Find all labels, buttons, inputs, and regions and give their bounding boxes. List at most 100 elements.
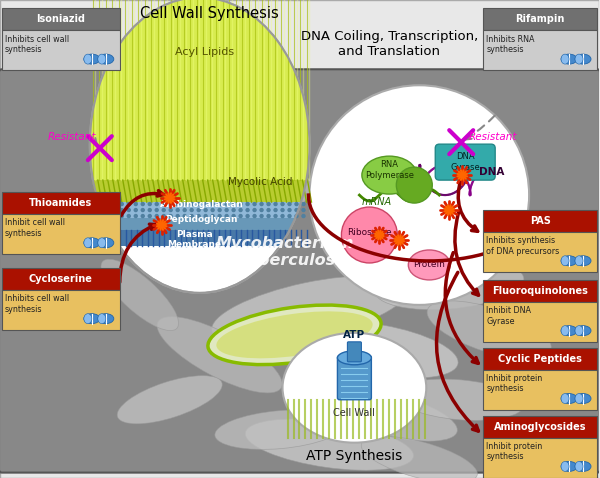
Circle shape xyxy=(217,202,222,206)
Ellipse shape xyxy=(98,238,106,248)
Ellipse shape xyxy=(561,461,577,471)
Text: Inhibits cell wall
synthesis: Inhibits cell wall synthesis xyxy=(5,294,69,314)
Circle shape xyxy=(266,202,271,206)
Circle shape xyxy=(127,208,131,212)
Text: RNA
Polymerase: RNA Polymerase xyxy=(365,161,414,180)
Ellipse shape xyxy=(561,54,577,64)
Circle shape xyxy=(176,202,180,206)
Ellipse shape xyxy=(98,54,114,64)
Text: Rifampin: Rifampin xyxy=(515,14,565,24)
Circle shape xyxy=(190,214,194,218)
Ellipse shape xyxy=(337,351,371,365)
Ellipse shape xyxy=(84,314,100,324)
Circle shape xyxy=(148,214,152,218)
Ellipse shape xyxy=(374,260,524,310)
Ellipse shape xyxy=(409,250,450,280)
Text: DNA Coiling, Transcription,
and Translation: DNA Coiling, Transcription, and Translat… xyxy=(301,30,478,58)
Ellipse shape xyxy=(561,54,569,64)
Ellipse shape xyxy=(84,238,92,248)
Circle shape xyxy=(92,214,96,218)
Ellipse shape xyxy=(361,436,478,478)
Ellipse shape xyxy=(98,238,114,248)
Ellipse shape xyxy=(561,326,569,336)
Text: Inhibits synthesis
of DNA precursors: Inhibits synthesis of DNA precursors xyxy=(486,236,559,256)
Circle shape xyxy=(92,208,96,212)
Ellipse shape xyxy=(395,379,524,421)
Circle shape xyxy=(253,208,257,212)
Text: Acyl Lipids: Acyl Lipids xyxy=(175,47,234,57)
Circle shape xyxy=(224,208,229,212)
Ellipse shape xyxy=(157,317,282,393)
Ellipse shape xyxy=(84,314,92,324)
Circle shape xyxy=(301,214,305,218)
Circle shape xyxy=(161,214,166,218)
Text: Plasma: Plasma xyxy=(176,230,213,239)
Circle shape xyxy=(113,208,117,212)
Circle shape xyxy=(98,214,103,218)
Circle shape xyxy=(259,214,264,218)
Circle shape xyxy=(155,214,159,218)
FancyBboxPatch shape xyxy=(483,370,597,410)
Circle shape xyxy=(274,208,278,212)
FancyBboxPatch shape xyxy=(2,192,120,214)
Circle shape xyxy=(169,214,173,218)
Circle shape xyxy=(196,214,201,218)
Text: Inhibit DNA
Gyrase: Inhibit DNA Gyrase xyxy=(486,306,531,326)
Circle shape xyxy=(203,214,208,218)
Circle shape xyxy=(232,202,236,206)
Text: Isoniazid: Isoniazid xyxy=(37,14,85,24)
Circle shape xyxy=(203,208,208,212)
Ellipse shape xyxy=(362,156,417,194)
Ellipse shape xyxy=(206,177,313,243)
FancyBboxPatch shape xyxy=(483,416,597,438)
FancyBboxPatch shape xyxy=(0,69,600,473)
Circle shape xyxy=(217,214,222,218)
Circle shape xyxy=(211,202,215,206)
Text: DNA
Gyrase: DNA Gyrase xyxy=(451,152,480,172)
Circle shape xyxy=(190,208,194,212)
Circle shape xyxy=(295,208,299,212)
FancyBboxPatch shape xyxy=(435,144,495,180)
Ellipse shape xyxy=(283,333,426,443)
Text: Fluoroquinolones: Fluoroquinolones xyxy=(492,286,588,296)
Circle shape xyxy=(148,208,152,212)
Text: Peptidoglycan: Peptidoglycan xyxy=(166,215,238,224)
Circle shape xyxy=(253,202,257,206)
Ellipse shape xyxy=(217,311,373,358)
Ellipse shape xyxy=(561,393,577,403)
Text: ATP: ATP xyxy=(343,330,365,340)
Circle shape xyxy=(119,214,124,218)
Circle shape xyxy=(238,202,243,206)
Circle shape xyxy=(161,208,166,212)
FancyBboxPatch shape xyxy=(483,30,597,70)
Circle shape xyxy=(182,214,187,218)
Ellipse shape xyxy=(575,393,591,403)
Text: Cell Wall: Cell Wall xyxy=(334,408,376,418)
FancyBboxPatch shape xyxy=(337,356,371,400)
Circle shape xyxy=(245,214,250,218)
Circle shape xyxy=(113,202,117,206)
Circle shape xyxy=(224,214,229,218)
Circle shape xyxy=(134,202,138,206)
Circle shape xyxy=(238,208,243,212)
Text: DNA: DNA xyxy=(479,167,505,177)
Bar xyxy=(90,0,310,180)
Circle shape xyxy=(127,202,131,206)
Text: Inhibits RNA
synthesis: Inhibits RNA synthesis xyxy=(486,34,535,54)
Text: PAS: PAS xyxy=(530,216,551,226)
Circle shape xyxy=(161,202,166,206)
Text: Cycloserine: Cycloserine xyxy=(29,274,93,284)
Ellipse shape xyxy=(208,305,381,365)
Ellipse shape xyxy=(575,326,583,336)
Text: Thioamides: Thioamides xyxy=(29,198,92,208)
Circle shape xyxy=(196,208,201,212)
Circle shape xyxy=(211,214,215,218)
Bar xyxy=(90,202,310,218)
Circle shape xyxy=(169,202,173,206)
FancyBboxPatch shape xyxy=(483,232,597,272)
Ellipse shape xyxy=(322,388,457,441)
Circle shape xyxy=(310,85,529,305)
Ellipse shape xyxy=(84,54,100,64)
Ellipse shape xyxy=(98,314,114,324)
Ellipse shape xyxy=(561,256,569,266)
